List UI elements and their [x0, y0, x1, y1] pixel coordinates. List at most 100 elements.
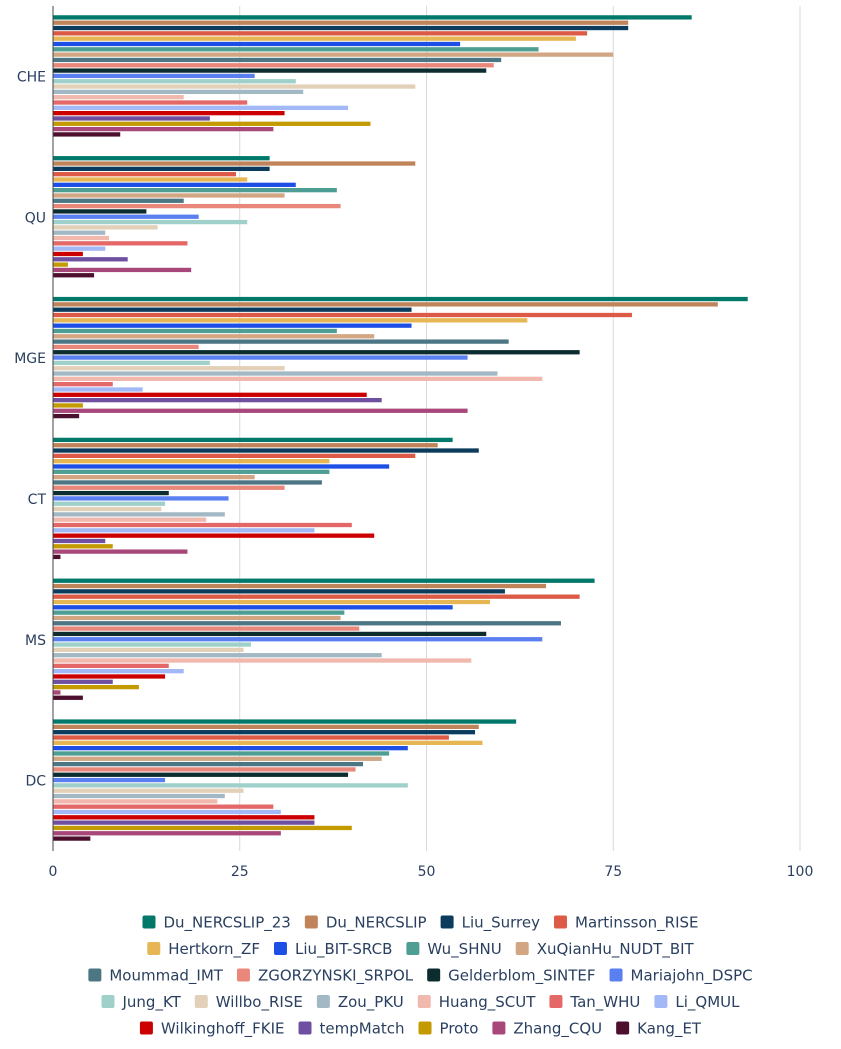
legend-item-tempMatch[interactable]: tempMatch: [298, 1020, 405, 1038]
legend-item-Zhang_CQU[interactable]: Zhang_CQU: [492, 1020, 602, 1039]
bar-CT-Gelderblom_SINTEF[interactable]: [53, 490, 169, 496]
bar-DC-Willbo_RISE[interactable]: [53, 788, 244, 793]
bar-CT-ZGORZYNSKI_SRPOL[interactable]: [53, 485, 285, 490]
bar-CT-Li_QMUL[interactable]: [53, 528, 315, 533]
bar-MGE-Wilkinghoff_FKIE[interactable]: [53, 392, 367, 397]
bar-QU-Kang_ET[interactable]: [53, 273, 95, 278]
bar-MS-Willbo_RISE[interactable]: [53, 647, 244, 653]
bar-MGE-Martinsson_RISE[interactable]: [53, 312, 632, 318]
bar-MS-Zhang_CQU[interactable]: [53, 690, 61, 695]
legend-item-Mariajohn_DSPC[interactable]: Mariajohn_DSPC: [609, 967, 753, 986]
bar-CT-Jung_KT[interactable]: [53, 501, 166, 506]
bar-DC-Liu_Surrey[interactable]: [53, 730, 476, 735]
bar-QU-Zhang_CQU[interactable]: [53, 267, 192, 273]
bar-MS-Liu_BIT-SRCB[interactable]: [53, 605, 453, 610]
bar-MS-Tan_WHU[interactable]: [53, 663, 169, 668]
bar-MS-Huang_SCUT[interactable]: [53, 658, 472, 663]
bar-CHE-Huang_SCUT[interactable]: [53, 95, 184, 100]
bar-MS-Wu_SHNU[interactable]: [53, 610, 345, 615]
bar-MS-Proto[interactable]: [53, 684, 139, 690]
bar-DC-Jung_KT[interactable]: [53, 783, 408, 788]
legend-item-Liu_Surrey[interactable]: Liu_Surrey: [440, 914, 541, 933]
bar-MGE-Zhang_CQU[interactable]: [53, 408, 468, 413]
bar-MGE-Jung_KT[interactable]: [53, 360, 210, 366]
bar-MGE-Hertkorn_ZF[interactable]: [53, 318, 528, 323]
bar-CHE-Zou_PKU[interactable]: [53, 89, 304, 95]
bar-DC-Du_NERCSLIP[interactable]: [53, 724, 479, 730]
bar-CT-tempMatch[interactable]: [53, 538, 106, 544]
bar-CHE-XuQianHu_NUDT_BIT[interactable]: [53, 52, 614, 57]
bar-CT-Kang_ET[interactable]: [53, 554, 61, 560]
bar-CT-Proto[interactable]: [53, 544, 113, 549]
bar-DC-Tan_WHU[interactable]: [53, 804, 274, 809]
bar-MS-Moummad_IMT[interactable]: [53, 621, 561, 626]
bar-MS-Du_NERCSLIP_23[interactable]: [53, 578, 595, 583]
bar-QU-Liu_Surrey[interactable]: [53, 166, 270, 172]
bar-MS-Mariajohn_DSPC[interactable]: [53, 637, 543, 642]
bar-DC-Zou_PKU[interactable]: [53, 793, 225, 799]
bar-MGE-Gelderblom_SINTEF[interactable]: [53, 350, 580, 355]
bar-CT-Martinsson_RISE[interactable]: [53, 453, 416, 458]
bar-MGE-ZGORZYNSKI_SRPOL[interactable]: [53, 344, 199, 350]
bar-DC-Gelderblom_SINTEF[interactable]: [53, 772, 349, 777]
legend-item-Gelderblom_SINTEF[interactable]: Gelderblom_SINTEF: [427, 967, 596, 986]
bar-CT-Liu_BIT-SRCB[interactable]: [53, 464, 390, 469]
bar-QU-Wu_SHNU[interactable]: [53, 187, 337, 193]
bar-QU-tempMatch[interactable]: [53, 257, 128, 262]
bar-QU-Liu_BIT-SRCB[interactable]: [53, 182, 296, 187]
bar-QU-Jung_KT[interactable]: [53, 219, 248, 225]
bar-CHE-Li_QMUL[interactable]: [53, 105, 349, 110]
bar-CT-Zou_PKU[interactable]: [53, 512, 225, 517]
bar-CHE-Kang_ET[interactable]: [53, 132, 121, 137]
bar-MGE-Moummad_IMT[interactable]: [53, 339, 509, 344]
bar-DC-Moummad_IMT[interactable]: [53, 761, 363, 767]
bar-DC-Liu_BIT-SRCB[interactable]: [53, 746, 408, 751]
bar-MS-tempMatch[interactable]: [53, 679, 113, 684]
bar-MGE-Liu_Surrey[interactable]: [53, 307, 412, 312]
legend-item-Liu_BIT-SRCB[interactable]: Liu_BIT-SRCB: [273, 940, 392, 959]
bar-QU-Li_QMUL[interactable]: [53, 246, 106, 251]
bar-CT-Liu_Surrey[interactable]: [53, 448, 479, 453]
bar-QU-Zou_PKU[interactable]: [53, 230, 106, 235]
bar-MS-Li_QMUL[interactable]: [53, 669, 184, 674]
bar-DC-Proto[interactable]: [53, 825, 352, 831]
bar-QU-XuQianHu_NUDT_BIT[interactable]: [53, 193, 285, 198]
bar-CHE-Wu_SHNU[interactable]: [53, 47, 539, 52]
legend-item-Jung_KT[interactable]: Jung_KT: [101, 993, 182, 1012]
bar-MS-Martinsson_RISE[interactable]: [53, 594, 580, 599]
bar-CHE-Jung_KT[interactable]: [53, 79, 296, 84]
bar-CHE-Liu_BIT-SRCB[interactable]: [53, 41, 461, 47]
bar-CHE-Mariajohn_DSPC[interactable]: [53, 73, 255, 79]
legend-item-Moummad_IMT[interactable]: Moummad_IMT: [88, 967, 224, 986]
legend-item-Du_NERCSLIP_23[interactable]: Du_NERCSLIP_23: [142, 914, 291, 933]
bar-CT-Tan_WHU[interactable]: [53, 522, 352, 528]
bar-CHE-tempMatch[interactable]: [53, 116, 210, 121]
legend-item-Li_QMUL[interactable]: Li_QMUL: [654, 993, 740, 1012]
bar-CHE-Martinsson_RISE[interactable]: [53, 31, 588, 36]
bar-CT-Mariajohn_DSPC[interactable]: [53, 496, 229, 501]
bar-CHE-Moummad_IMT[interactable]: [53, 57, 502, 63]
bar-CHE-Willbo_RISE[interactable]: [53, 84, 416, 89]
bar-CT-Zhang_CQU[interactable]: [53, 549, 188, 554]
bar-MGE-Willbo_RISE[interactable]: [53, 366, 285, 371]
bar-DC-Huang_SCUT[interactable]: [53, 799, 218, 804]
legend-item-ZGORZYNSKI_SRPOL[interactable]: ZGORZYNSKI_SRPOL: [236, 967, 414, 986]
bar-DC-tempMatch[interactable]: [53, 820, 315, 825]
bar-QU-Gelderblom_SINTEF[interactable]: [53, 209, 147, 214]
bar-DC-Hertkorn_ZF[interactable]: [53, 740, 483, 745]
bar-CT-Huang_SCUT[interactable]: [53, 517, 207, 522]
bar-QU-ZGORZYNSKI_SRPOL[interactable]: [53, 203, 341, 209]
bar-DC-Martinsson_RISE[interactable]: [53, 735, 449, 740]
legend-item-Tan_WHU[interactable]: Tan_WHU: [549, 993, 640, 1012]
bar-MGE-Huang_SCUT[interactable]: [53, 376, 543, 381]
legend-item-XuQianHu_NUDT_BIT[interactable]: XuQianHu_NUDT_BIT: [515, 940, 695, 959]
legend[interactable]: Du_NERCSLIP_23 Du_NERCSLIP Liu_Surrey Marti…: [88, 914, 753, 1039]
bar-CT-Wilkinghoff_FKIE[interactable]: [53, 533, 375, 538]
bar-MGE-Du_NERCSLIP[interactable]: [53, 302, 718, 307]
bar-MS-Zou_PKU[interactable]: [53, 653, 382, 658]
bar-QU-Hertkorn_ZF[interactable]: [53, 177, 248, 182]
legend-item-Martinsson_RISE[interactable]: Martinsson_RISE: [554, 914, 699, 933]
bar-MS-Kang_ET[interactable]: [53, 695, 83, 700]
bar-DC-Du_NERCSLIP_23[interactable]: [53, 719, 517, 724]
bar-MGE-Mariajohn_DSPC[interactable]: [53, 355, 468, 360]
